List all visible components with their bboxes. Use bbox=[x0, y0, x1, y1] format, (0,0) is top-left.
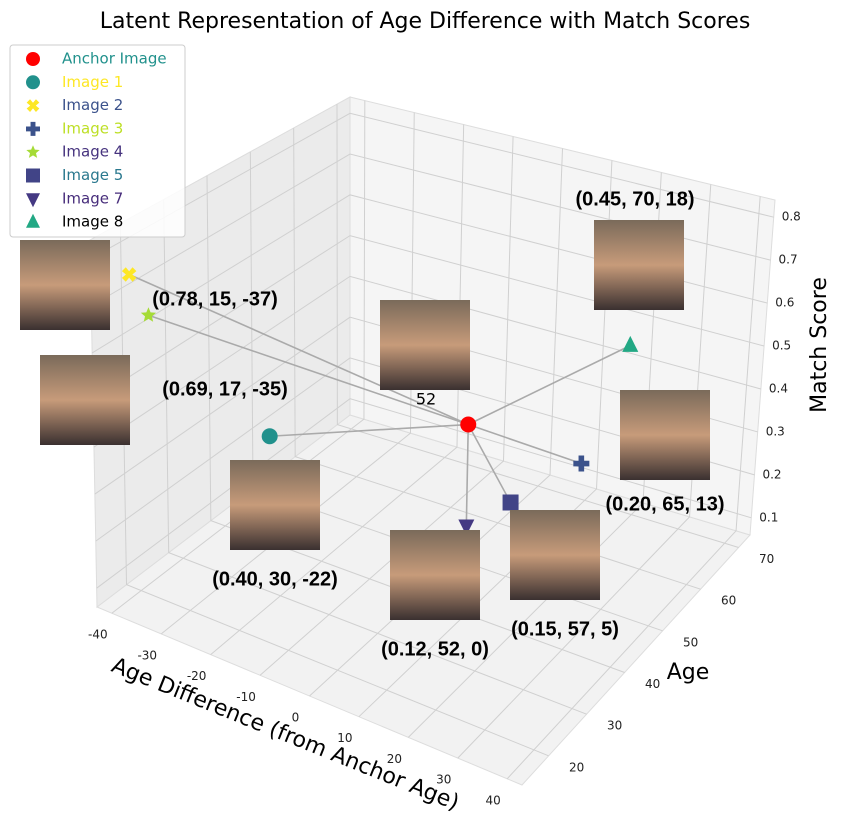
x-tick-label: 0 bbox=[292, 711, 300, 725]
legend-marker bbox=[26, 145, 40, 158]
photo bbox=[230, 460, 320, 550]
legend-marker bbox=[26, 168, 40, 183]
z-tick-label: 0.4 bbox=[769, 381, 788, 395]
point-annotation: (0.45, 70, 18) bbox=[576, 188, 695, 210]
x-tick-label: -10 bbox=[236, 690, 256, 704]
x-tick-label: -30 bbox=[137, 648, 157, 662]
photo bbox=[594, 220, 684, 310]
z-tick-label: 0.5 bbox=[772, 339, 791, 353]
chart-title: Latent Representation of Age Difference … bbox=[100, 9, 751, 34]
link-line bbox=[467, 424, 512, 503]
grid-line bbox=[111, 100, 366, 614]
grid-line bbox=[210, 124, 465, 655]
link-line bbox=[467, 423, 582, 465]
point bbox=[140, 307, 157, 322]
photo bbox=[380, 300, 470, 390]
grid-line bbox=[259, 136, 514, 676]
legend-label: Image 5 bbox=[62, 166, 123, 184]
point bbox=[502, 494, 519, 511]
y-tick-label: 50 bbox=[683, 635, 698, 649]
point-annotation: (0.15, 57, 5) bbox=[511, 618, 619, 640]
grid-line bbox=[506, 196, 761, 780]
x-tick-label: 40 bbox=[486, 793, 501, 807]
point bbox=[573, 455, 590, 472]
photo bbox=[40, 355, 130, 445]
x-tick-label: 30 bbox=[436, 773, 451, 787]
z-axis-label: Match Score bbox=[807, 277, 832, 413]
point bbox=[458, 519, 475, 536]
point bbox=[460, 416, 477, 433]
point-annotation: (0.20, 65, 13) bbox=[606, 493, 725, 515]
point bbox=[622, 335, 639, 352]
link-line bbox=[128, 273, 469, 426]
z-tick-label: 0.7 bbox=[779, 253, 798, 267]
legend-marker bbox=[26, 121, 40, 136]
point bbox=[261, 428, 278, 445]
point-annotation: (0.12, 52, 0) bbox=[381, 638, 489, 660]
legend-marker bbox=[26, 99, 40, 112]
photo bbox=[20, 240, 110, 330]
grid-line bbox=[96, 398, 752, 589]
x-tick-label: -40 bbox=[88, 628, 108, 642]
y-tick-label: 20 bbox=[569, 760, 584, 774]
y-axis-label: Age bbox=[667, 660, 710, 685]
legend-marker bbox=[26, 75, 40, 90]
grid-line bbox=[160, 112, 415, 635]
z-tick-label: 0.8 bbox=[782, 210, 801, 224]
legend-label: Image 8 bbox=[62, 213, 123, 231]
point bbox=[121, 267, 137, 282]
grid-line bbox=[457, 184, 712, 759]
legend-label: Anchor Image bbox=[62, 50, 167, 68]
grid-line bbox=[309, 148, 563, 697]
x-tick-label: 20 bbox=[387, 752, 402, 766]
legend-label: Image 2 bbox=[62, 96, 123, 114]
link-line bbox=[148, 314, 469, 426]
grid-line bbox=[336, 104, 739, 548]
legend-label: Image 4 bbox=[62, 143, 123, 161]
y-tick-label: 30 bbox=[607, 719, 622, 733]
point-annotation: (0.40, 30, -22) bbox=[212, 568, 338, 590]
y-tick-label: 70 bbox=[759, 552, 774, 566]
legend-marker bbox=[26, 52, 40, 66]
legend-box bbox=[9, 44, 186, 238]
z-tick-label: 0.6 bbox=[775, 296, 794, 310]
grid-line bbox=[206, 175, 625, 673]
y-tick-label: 40 bbox=[645, 677, 660, 691]
y-tick-label: 60 bbox=[721, 594, 736, 608]
legend-label: Image 1 bbox=[62, 73, 123, 91]
z-tick-label: 0.1 bbox=[759, 510, 778, 524]
grid-line bbox=[163, 199, 587, 715]
grid-line bbox=[119, 223, 549, 757]
point-annotation: (0.78, 15, -37) bbox=[152, 288, 278, 310]
legend-label: Image 7 bbox=[62, 189, 123, 207]
link-line bbox=[269, 423, 469, 438]
link-line bbox=[467, 344, 631, 426]
link-line bbox=[465, 424, 470, 526]
photo bbox=[510, 510, 600, 600]
legend-label: Image 3 bbox=[62, 119, 123, 137]
point-annotation: (0.69, 17, -35) bbox=[162, 378, 288, 400]
photo bbox=[620, 390, 710, 480]
photo bbox=[390, 530, 480, 620]
point-annotation: 52 bbox=[416, 390, 436, 409]
legend-marker bbox=[26, 193, 40, 208]
z-tick-label: 0.2 bbox=[762, 467, 781, 481]
x-tick-label: 10 bbox=[337, 731, 352, 745]
z-tick-label: 0.3 bbox=[766, 424, 785, 438]
legend-marker bbox=[26, 213, 40, 228]
grid-line bbox=[95, 357, 755, 542]
x-tick-label: -20 bbox=[187, 669, 207, 683]
